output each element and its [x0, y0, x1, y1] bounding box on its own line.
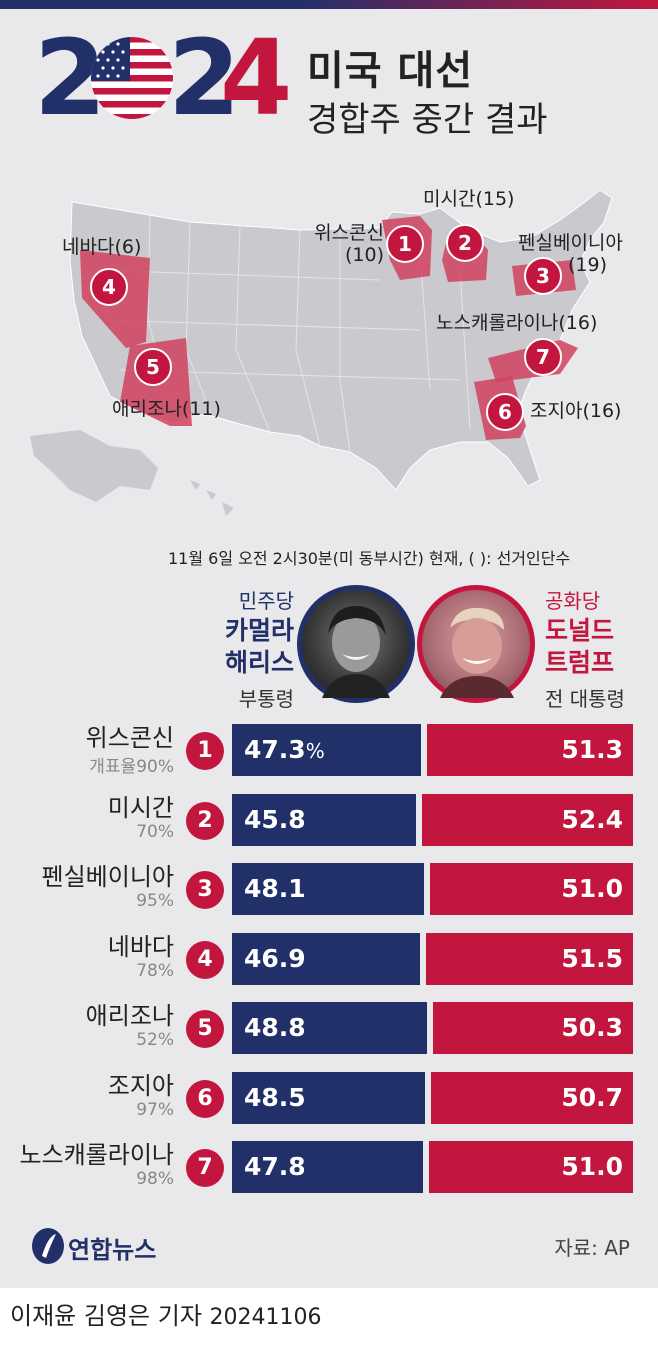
map-label-pennsylvania: 펜실베이니아 (19) [518, 232, 623, 276]
bar-harris: 46.9 [232, 932, 420, 985]
bar-row: 노스캐롤라이나 98% 7 47.8 51.0 [0, 1141, 658, 1201]
state-name: 애리조나 [85, 1002, 174, 1030]
counting-rate: 78% [136, 960, 174, 981]
bar-harris: 48.1 [232, 863, 424, 915]
value-label-trump: 50.7 [561, 1082, 623, 1112]
bar-trump: 51.5 [426, 932, 633, 985]
us-map [30, 189, 613, 516]
value-label-trump: 50.3 [561, 1013, 623, 1042]
value-label-trump: 51.0 [561, 874, 623, 903]
map-pin-3: 3 [524, 257, 562, 295]
bar-row: 네바다 78% 4 46.9 51.5 [0, 932, 658, 993]
value-label-trump: 51.3 [561, 735, 623, 764]
state-name: 네바다 [107, 932, 174, 961]
hawaii-shape [190, 480, 234, 516]
counting-rate: 98% [136, 1169, 174, 1189]
state-name: 펜실베이니아 [41, 863, 174, 891]
bar-trump: 50.3 [433, 1002, 633, 1054]
alaska-shape [30, 430, 158, 502]
bar-trump: 51.0 [429, 1141, 633, 1193]
value-label-harris: 45.8 [244, 804, 306, 834]
bar-harris: 48.8 [232, 1002, 427, 1054]
bar-trump: 51.0 [430, 863, 633, 915]
rep-portrait-silhouette [440, 607, 514, 698]
top-accent-bar [0, 0, 658, 9]
bar-row: 애리조나 52% 5 48.8 50.3 [0, 1002, 658, 1062]
bar-trump: 50.7 [431, 1071, 633, 1124]
map-pin-2: 2 [446, 224, 484, 262]
counting-rate: 개표율90% [89, 757, 174, 777]
map-pin-4: 4 [90, 268, 128, 306]
counting-rate: 95% [136, 891, 174, 911]
rep-candidate-name: 도널드 트럼프 [545, 616, 615, 677]
value-label-harris: 47.8 [244, 1152, 306, 1181]
rep-candidate-role: 전 대통령 [545, 687, 625, 711]
value-label-harris: 46.9 [244, 943, 306, 973]
counting-rate: 70% [136, 821, 174, 842]
bar-trump: 52.4 [422, 793, 633, 846]
flag-circle-icon [91, 37, 173, 119]
map-label-nevada: 네바다(6) [62, 236, 142, 258]
counting-rate: 97% [136, 1099, 174, 1120]
yonhap-logo-text: 연합뉴스 [68, 1236, 157, 1264]
map-pin-1: 1 [386, 225, 424, 263]
value-label-trump: 52.4 [561, 804, 623, 834]
dem-portrait-silhouette [322, 606, 390, 698]
dem-candidate-name: 카멀라 해리스 [224, 616, 294, 677]
value-label-trump: 51.0 [561, 1152, 623, 1181]
bar-harris: 48.5 [232, 1071, 425, 1124]
map-label-georgia: 조지아(16) [530, 400, 622, 422]
value-label-trump: 51.5 [561, 943, 623, 973]
map-pin-7: 7 [524, 338, 562, 376]
row-number-badge: 3 [186, 871, 224, 909]
year-digit: 4 [220, 17, 292, 139]
dem-party-label: 민주당 [238, 589, 294, 613]
bar-row: 펜실베이니아 95% 3 48.1 51.0 [0, 863, 658, 923]
bar-row: 조지아 97% 6 48.5 50.7 [0, 1071, 658, 1132]
bar-harris: 47.3% [232, 724, 421, 776]
map-label-arizona: 애리조나(11) [112, 398, 221, 420]
map-pin-5: 5 [134, 348, 172, 386]
state-name: 노스캐롤라이나 [19, 1141, 174, 1169]
bar-harris: 47.8 [232, 1141, 423, 1193]
byline: 이재윤 김영은 기자 20241106 [10, 1302, 322, 1330]
rep-party-label: 공화당 [545, 589, 601, 613]
state-name: 미시간 [107, 793, 174, 822]
map-label-north-carolina: 노스캐롤라이나(16) [436, 312, 598, 334]
value-label-harris: 48.8 [244, 1013, 306, 1042]
row-number-badge: 1 [186, 732, 224, 770]
state-name: 위스콘신 [85, 724, 174, 752]
bar-row: 미시간 70% 2 45.8 52.4 [0, 793, 658, 854]
bar-harris: 45.8 [232, 793, 416, 846]
bar-trump: 51.3 [427, 724, 633, 776]
page-title: 미국 대선 [307, 48, 474, 94]
map-label-wisconsin: 위스콘신 (10) [314, 222, 384, 266]
row-number-badge: 7 [186, 1149, 224, 1187]
dem-candidate-role: 부통령 [238, 687, 294, 711]
value-label-harris: 47.3% [244, 735, 325, 764]
state-name: 조지아 [107, 1071, 174, 1100]
value-label-harris: 48.1 [244, 874, 306, 903]
row-number-badge: 2 [186, 801, 224, 840]
source-label: 자료: AP [554, 1236, 630, 1260]
yonhap-logo-icon [32, 1228, 64, 1264]
row-number-badge: 6 [186, 1079, 224, 1118]
page-subtitle: 경합주 중간 결과 [307, 100, 548, 140]
timestamp-note: 11월 6일 오전 2시30분(미 동부시간) 현재, ( ): 선거인단수 [168, 549, 571, 568]
year-digit: 2 [168, 17, 240, 139]
row-number-badge: 4 [186, 940, 224, 979]
rep-candidate-avatar [417, 585, 535, 703]
map-pin-6: 6 [486, 393, 524, 431]
row-number-badge: 5 [186, 1010, 224, 1048]
value-label-harris: 48.5 [244, 1082, 306, 1112]
map-label-michigan: 미시간(15) [423, 188, 515, 210]
counting-rate: 52% [136, 1030, 174, 1050]
dem-candidate-avatar [297, 585, 415, 703]
